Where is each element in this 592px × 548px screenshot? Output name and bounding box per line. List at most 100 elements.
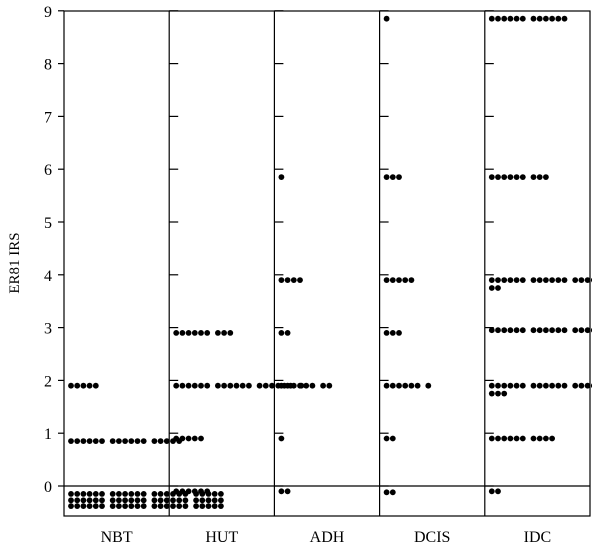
data-point <box>215 330 221 336</box>
data-point <box>488 488 495 495</box>
data-point <box>134 503 141 509</box>
data-point <box>555 327 562 334</box>
data-point <box>157 503 164 509</box>
data-point <box>584 327 591 334</box>
data-point <box>99 497 105 504</box>
data-point <box>507 382 514 389</box>
data-point <box>501 390 508 397</box>
data-point <box>513 15 520 22</box>
y-tick-label: 9 <box>44 4 52 21</box>
data-point <box>536 174 543 181</box>
data-point <box>389 330 396 336</box>
data-point <box>326 382 333 389</box>
data-point <box>584 277 591 283</box>
data-point <box>92 503 99 509</box>
data-point <box>80 503 87 509</box>
data-point <box>561 277 568 283</box>
data-point <box>278 488 285 495</box>
data-point <box>572 382 579 389</box>
data-point <box>519 435 526 442</box>
data-point <box>278 382 285 389</box>
data-point <box>278 435 285 442</box>
data-point <box>501 277 508 283</box>
data-point <box>140 503 147 509</box>
data-point <box>543 174 549 181</box>
data-point <box>68 497 74 504</box>
data-point <box>128 438 135 444</box>
data-point <box>179 382 186 389</box>
data-point <box>74 497 81 504</box>
data-point <box>198 382 204 389</box>
data-point <box>262 382 269 389</box>
data-point <box>389 174 396 181</box>
data-point <box>170 503 176 509</box>
data-point <box>561 15 568 22</box>
data-point <box>383 489 390 496</box>
data-point <box>134 497 141 504</box>
data-point <box>303 382 310 389</box>
data-point <box>297 382 303 389</box>
data-point <box>182 503 189 509</box>
data-point <box>543 277 549 283</box>
data-point <box>199 497 206 504</box>
data-point <box>396 330 402 336</box>
data-point <box>488 15 495 22</box>
data-point <box>408 382 415 389</box>
y-tick-label: 6 <box>44 162 52 179</box>
data-point <box>109 503 116 509</box>
data-point <box>549 382 555 389</box>
data-point <box>383 15 390 22</box>
data-point <box>163 497 170 504</box>
data-point <box>513 174 520 181</box>
data-point <box>269 382 275 389</box>
data-point <box>284 488 291 495</box>
data-point <box>204 382 211 389</box>
data-point <box>92 438 99 444</box>
y-tick-label: 0 <box>44 479 52 496</box>
data-point <box>284 382 291 389</box>
data-point <box>290 277 297 283</box>
data-point <box>389 435 396 442</box>
data-point <box>185 382 192 389</box>
y-tick-label: 7 <box>44 109 52 126</box>
data-point <box>86 491 93 497</box>
data-point <box>205 497 212 504</box>
data-point <box>536 277 543 283</box>
data-point <box>173 488 180 495</box>
data-point <box>151 491 158 497</box>
data-point <box>256 382 263 389</box>
data-point <box>530 435 537 442</box>
data-point <box>519 327 526 334</box>
data-point <box>383 277 390 283</box>
data-point <box>396 277 402 283</box>
data-point <box>389 277 396 283</box>
data-point <box>507 174 514 181</box>
data-point <box>549 435 555 442</box>
data-point <box>176 503 183 509</box>
data-point <box>198 330 204 336</box>
data-point <box>157 438 164 444</box>
data-point <box>555 277 562 283</box>
data-point <box>530 327 537 334</box>
data-point <box>383 330 390 336</box>
data-point <box>530 382 537 389</box>
data-point <box>543 382 549 389</box>
data-point <box>151 503 158 509</box>
data-point <box>191 382 198 389</box>
data-point <box>80 438 87 444</box>
data-point <box>501 435 508 442</box>
data-point <box>488 277 495 283</box>
data-point <box>68 382 74 389</box>
data-point <box>530 15 537 22</box>
data-point <box>157 497 164 504</box>
data-point <box>408 277 415 283</box>
data-point <box>193 503 200 509</box>
data-point <box>549 327 555 334</box>
data-point <box>536 435 543 442</box>
data-point <box>140 497 147 504</box>
data-point <box>513 327 520 334</box>
data-point <box>221 330 228 336</box>
data-point <box>99 491 105 497</box>
x-tick-label: DCIS <box>414 529 450 546</box>
